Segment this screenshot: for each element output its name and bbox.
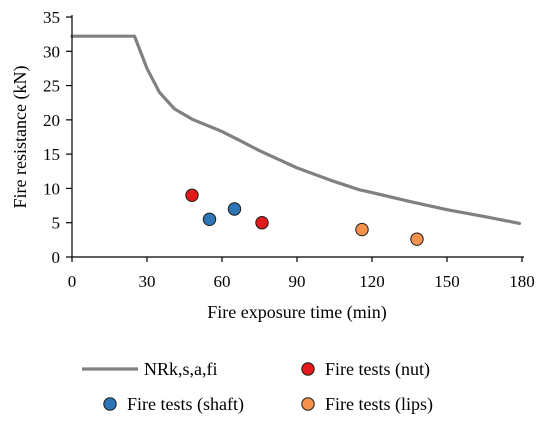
y-tick-label: 25 xyxy=(43,77,60,96)
y-tick-label: 0 xyxy=(52,248,61,267)
y-tick-label: 30 xyxy=(43,42,60,61)
data-point-series-3 xyxy=(410,232,424,246)
scatter-points-group xyxy=(185,188,424,246)
legend: NRk,s,a,fi Fire tests (nut) Fire tests (sh… xyxy=(82,359,433,415)
legend-swatch-marker xyxy=(301,397,315,411)
axes xyxy=(66,15,524,262)
data-point-series-2 xyxy=(227,202,242,216)
line-series-nrk xyxy=(70,34,522,225)
y-tick-label: 15 xyxy=(43,145,60,164)
legend-label: Fire tests (lips) xyxy=(325,394,433,415)
x-tick-label: 30 xyxy=(139,272,156,291)
data-point-series-1 xyxy=(255,216,269,230)
x-tick-label: 90 xyxy=(289,272,306,291)
x-axis-title: Fire exposure time (min) xyxy=(207,302,386,323)
legend-swatch-marker xyxy=(301,362,315,376)
data-point-series-3 xyxy=(355,222,369,237)
x-tick-label: 150 xyxy=(434,272,460,291)
x-tick-label: 60 xyxy=(214,272,231,291)
legend-swatch-marker xyxy=(103,397,117,411)
y-tick-label: 10 xyxy=(43,179,60,198)
y-axis-title: Fire resistance (kN) xyxy=(10,66,31,209)
x-tick-label: 180 xyxy=(509,272,535,291)
y-tick-label: 5 xyxy=(52,214,61,233)
x-tick-label: 120 xyxy=(359,272,385,291)
data-point-series-2 xyxy=(202,212,217,226)
y-tick-label: 35 xyxy=(43,8,60,27)
y-tick-label: 20 xyxy=(43,111,60,130)
legend-label: Fire tests (nut) xyxy=(325,359,430,380)
legend-label: Fire tests (shaft) xyxy=(127,394,244,415)
data-point-series-1 xyxy=(185,188,199,202)
y-tick-labels: 0 5 10 15 20 25 30 35 xyxy=(43,8,60,267)
legend-label: NRk,s,a,fi xyxy=(144,359,218,379)
x-tick-label: 0 xyxy=(68,272,77,291)
x-tick-labels: 0 30 60 90 120 150 180 xyxy=(68,272,535,291)
line-series-group xyxy=(70,34,522,225)
